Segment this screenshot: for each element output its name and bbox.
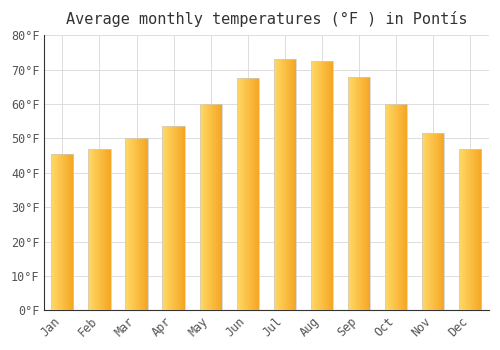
Bar <box>126 138 148 310</box>
Bar <box>162 126 184 310</box>
Bar <box>385 104 407 310</box>
Bar <box>348 77 370 310</box>
Bar <box>51 154 74 310</box>
Bar <box>274 59 296 310</box>
Bar <box>200 104 222 310</box>
Bar <box>236 78 259 310</box>
Bar <box>459 149 481 310</box>
Bar <box>422 133 444 310</box>
Title: Average monthly temperatures (°F ) in Pontís: Average monthly temperatures (°F ) in Po… <box>66 11 467 27</box>
Bar <box>311 61 333 310</box>
Bar <box>88 149 110 310</box>
